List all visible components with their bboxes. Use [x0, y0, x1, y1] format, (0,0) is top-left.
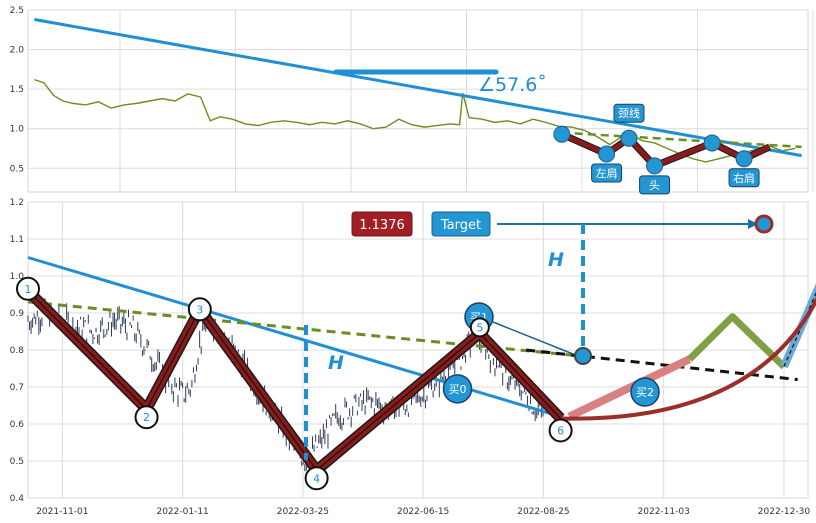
node-label: 右肩: [733, 171, 755, 185]
node-label: 颈线: [618, 106, 640, 120]
y-tick-label: 0.9: [10, 309, 25, 319]
target-text-box: Target: [431, 211, 491, 237]
node-label: 头: [649, 179, 660, 192]
neckline: [561, 131, 802, 149]
h-label-right: H: [548, 249, 564, 271]
detail-series: [24, 256, 816, 476]
pattern-node: [553, 125, 571, 143]
angle-label: ∠57.6˚: [478, 74, 547, 96]
overview-panel: 0.5 1.0 1.5 2.0 2.5 左肩 颈线头 右肩 ∠57.6˚: [10, 6, 814, 195]
y-tick-label: 0.5: [10, 164, 24, 174]
x-tick-label: 2022-01-11: [156, 507, 208, 517]
price-line: [34, 78, 796, 163]
y-tick-label: 0.6: [10, 420, 25, 430]
y-tick-label: 0.8: [10, 346, 25, 356]
detail-x-axis: 2021-11-01 2022-01-11 2022-03-25 2022-06-15…: [36, 507, 810, 517]
buy-marker: [630, 377, 660, 407]
node-label-box: [639, 175, 671, 195]
pattern-node: [735, 150, 753, 168]
y-tick-label: 1.0: [10, 125, 25, 135]
target-text-label: Target: [440, 218, 481, 233]
overview-grid: [28, 9, 814, 192]
target-marker: [754, 214, 774, 234]
breakout-marker: [574, 347, 592, 365]
trend-line: [34, 18, 802, 158]
projection-retest: [686, 313, 787, 370]
pattern-point-marker: [187, 297, 212, 322]
y-tick-label: 2.5: [10, 6, 24, 16]
pattern-point-label: 5: [476, 321, 483, 334]
pattern-point-marker: [469, 317, 490, 338]
x-tick-label: 2022-06-15: [397, 507, 449, 517]
y-tick-label: 2.0: [10, 46, 25, 56]
h-label-left: H: [328, 352, 344, 374]
pattern-point-marker: [16, 276, 40, 301]
pattern-point-label: 6: [557, 424, 564, 437]
pattern-point-label: 4: [313, 472, 320, 485]
y-tick-label: 1.5: [10, 85, 24, 95]
buy-label: 买0: [449, 383, 467, 396]
overview-annotations: 左肩 颈线头 右肩: [333, 69, 760, 195]
x-tick-label: 2022-08-25: [517, 507, 569, 517]
y-tick-label: 0.4: [10, 494, 25, 504]
buy-marker: [442, 374, 473, 404]
overview-y-axis: 0.5 1.0 1.5 2.0 2.5: [10, 6, 25, 174]
node-label-box: [591, 163, 623, 183]
projection-leg: [567, 355, 692, 421]
node-label: 左肩: [596, 166, 618, 180]
node-label-box: [728, 168, 760, 188]
pattern-point-label: 2: [143, 411, 150, 424]
pattern-point-label: 3: [196, 303, 203, 316]
x-tick-label: 2022-12-30: [758, 507, 811, 517]
target-connector-arrowhead: [748, 219, 758, 229]
detail-panel: 0.40.50.60.70.80.91.01.11.2 2021-11-01 20…: [10, 198, 816, 517]
pattern-node: [598, 145, 616, 163]
pattern-point-marker: [304, 466, 329, 491]
detail-y-axis: 0.4 0.5 0.6 0.7 0.8 0.9 1.0 1.1 1.2: [10, 198, 25, 504]
x-tick-label: 2022-03-25: [277, 507, 329, 517]
y-tick-label: 1.1: [10, 235, 24, 245]
pattern-node: [703, 134, 721, 152]
pattern-node: [646, 157, 664, 175]
pattern-node: [620, 129, 638, 147]
overview-plot-area: [27, 9, 809, 193]
pattern-centerline: [27, 290, 562, 472]
buy1-arrow: [492, 321, 574, 355]
neckline: [27, 300, 596, 359]
y-tick-label: 1.2: [10, 198, 24, 208]
pattern-point-marker: [134, 405, 159, 430]
buy-label: 买2: [636, 386, 654, 399]
projection-centerline: [783, 291, 816, 367]
pattern-point-label: 1: [25, 283, 32, 296]
node-label-box: [613, 103, 645, 123]
y-tick-label: 0.7: [10, 383, 24, 393]
x-tick-label: 2022-11-03: [638, 507, 690, 517]
detail-annotations: 买0买1买2123456: [16, 214, 816, 491]
target-value-label: 1.1376: [359, 218, 405, 233]
x-tick-label: 2021-11-01: [36, 507, 88, 517]
target-curve: [560, 296, 816, 421]
pattern-point-marker: [548, 418, 573, 443]
target-value-box: 1.1376: [351, 211, 413, 237]
y-tick-label: 0.5: [10, 457, 24, 467]
y-tick-label: 1.0: [10, 272, 25, 282]
